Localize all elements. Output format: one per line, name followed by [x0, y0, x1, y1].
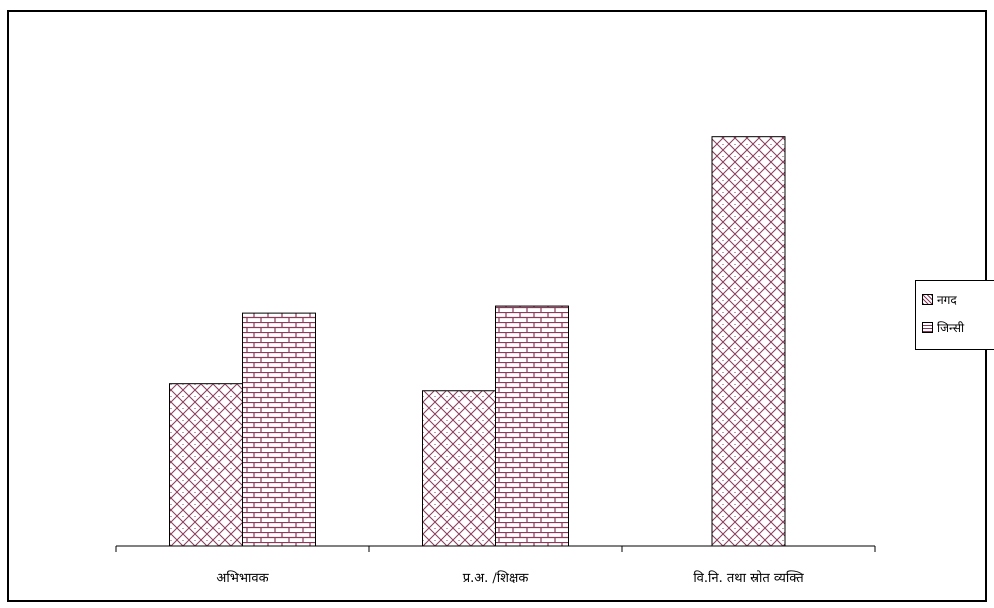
- chart-frame: अभिभावक प्र.अ. /शिक्षक वि.नि. तथा स्रोत व्…: [7, 10, 994, 602]
- bar-nagad-0: [169, 383, 243, 547]
- x-tick-label: वि.नि. तथा स्रोत व्यक्ति: [693, 570, 804, 586]
- bar-jinsi-1: [495, 305, 569, 547]
- bar-jinsi-0: [242, 312, 316, 547]
- bar-chart: अभिभावक प्र.अ. /शिक्षक वि.नि. तथा स्रोत व्…: [115, 136, 876, 586]
- x-ticks: [115, 546, 876, 552]
- legend-label: जिन्सी: [937, 320, 965, 335]
- x-tick-label: अभिभावक: [216, 570, 269, 586]
- legend-item-jinsi: जिन्सी: [922, 319, 964, 335]
- bar-nagad-1: [422, 390, 496, 547]
- bar-nagad-2: [711, 136, 786, 547]
- legend-label: नगद: [937, 292, 957, 307]
- legend-swatch-crosshatch: [922, 293, 933, 305]
- x-tick-labels: अभिभावक प्र.अ. /शिक्षक वि.नि. तथा स्रोत व्…: [216, 570, 804, 586]
- bars-layer: [169, 136, 786, 547]
- legend-swatch-brick: [922, 321, 933, 333]
- x-tick-label: प्र.अ. /शिक्षक: [463, 570, 530, 586]
- legend: नगद जिन्सी: [915, 280, 994, 350]
- legend-item-nagad: नगद: [922, 291, 957, 307]
